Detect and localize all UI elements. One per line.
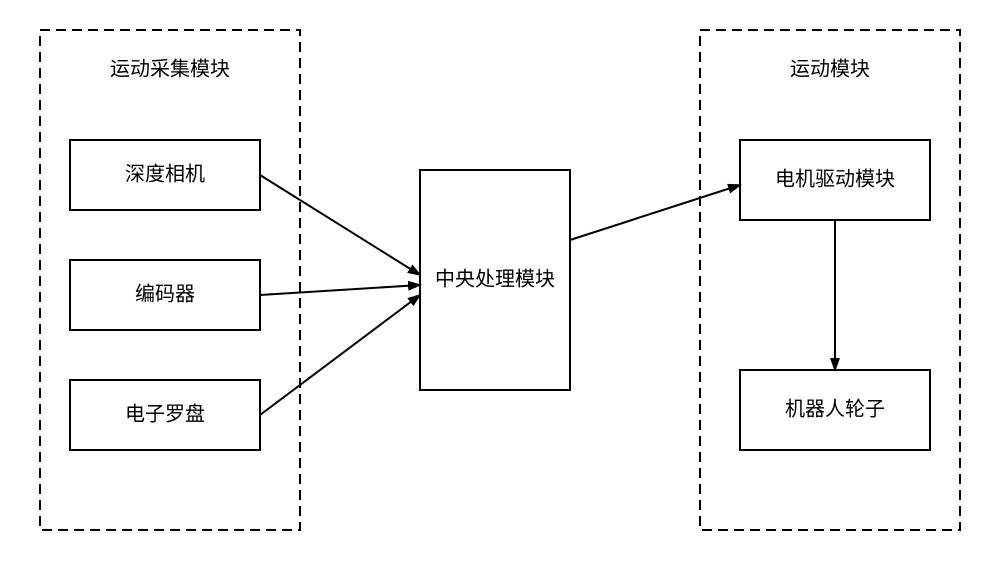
- right-group-label: 运动模块: [790, 57, 870, 80]
- cpu-label: 中央处理模块: [435, 267, 555, 290]
- robot_wheel-label: 机器人轮子: [785, 397, 885, 420]
- system-diagram: 运动采集模块 运动模块深度相机编码器电子罗盘 中央处理模块 电机驱动模块机器人轮子: [0, 0, 1000, 574]
- edge-depth_camera-to-cpu: [260, 175, 420, 275]
- edge-compass-to-cpu: [260, 295, 420, 415]
- edge-encoder-to-cpu: [260, 285, 420, 295]
- motor_driver-label: 电机驱动模块: [775, 167, 895, 190]
- edge-cpu-to-motor_driver: [570, 185, 740, 240]
- right-group: [700, 30, 960, 530]
- left-group-label: 运动采集模块: [110, 57, 230, 80]
- encoder-label: 编码器: [135, 282, 195, 305]
- depth_camera-label: 深度相机: [125, 162, 205, 185]
- compass-label: 电子罗盘: [125, 402, 205, 425]
